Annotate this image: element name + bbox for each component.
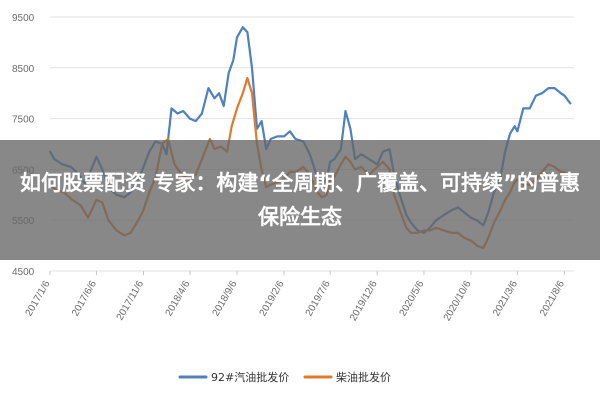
x-tick-label: 2021/8/6 (538, 279, 567, 319)
legend: 92#汽油批发价 柴油批发价 (178, 370, 391, 384)
x-tick-label: 2017/1/6 (24, 279, 53, 319)
x-tick-label: 2017/6/6 (70, 279, 99, 319)
y-tick-label: 4500 (12, 267, 35, 278)
x-tick-label: 2019/7/6 (304, 279, 333, 319)
x-tick-label: 2019/2/6 (258, 279, 287, 319)
legend-label-1: 92#汽油批发价 (211, 370, 289, 384)
x-tick-label: 2018/9/6 (211, 279, 240, 319)
x-tick-label: 2019/12/6 (348, 279, 380, 323)
x-tick-label: 2021/3/6 (491, 279, 520, 319)
x-tick-label: 2018/4/6 (164, 279, 193, 319)
headline-title: 如何股票配资 专家：构建“全周期、广覆盖、可持续”的普惠保险生态 (20, 171, 580, 229)
x-axis-ticks: 2017/1/6 2017/6/6 2017/11/6 2018/4/6 2018/9/… (24, 271, 567, 323)
y-tick-label: 9500 (12, 13, 35, 24)
y-tick-label: 8500 (12, 64, 35, 75)
legend-label-2: 柴油批发价 (336, 370, 391, 384)
y-tick-label: 7500 (12, 115, 35, 126)
x-tick-label: 2020/5/6 (398, 279, 427, 319)
x-tick-label: 2020/10/6 (442, 279, 474, 323)
headline-banner[interactable]: 如何股票配资 专家：构建“全周期、广覆盖、可持续”的普惠保险生态 (0, 140, 600, 260)
x-tick-label: 2017/11/6 (115, 279, 147, 323)
